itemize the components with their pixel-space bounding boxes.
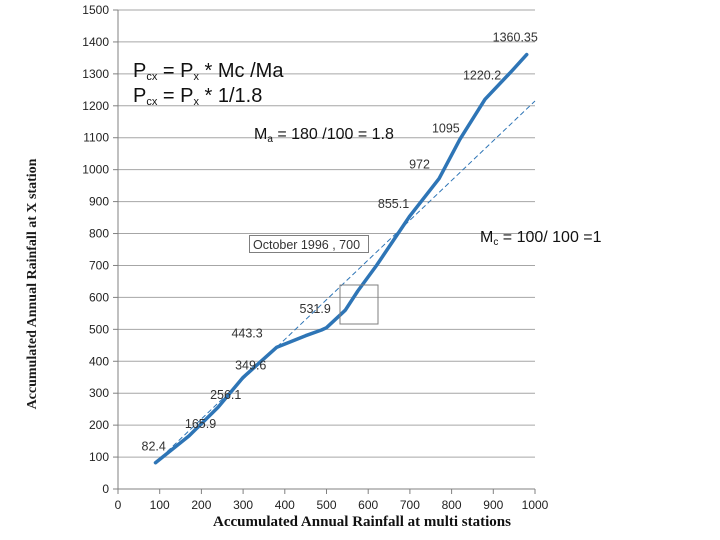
data-label: 256.1	[210, 388, 241, 402]
x-tick-label: 900	[483, 498, 503, 512]
y-tick-label: 1100	[83, 131, 109, 145]
y-tick-label: 1200	[82, 99, 109, 113]
data-label: 1095	[432, 121, 460, 135]
x-tick-label: 400	[275, 498, 295, 512]
data-label: 443.3	[231, 326, 262, 340]
y-tick-label: 1300	[82, 67, 109, 81]
x-tick-labels: 0 100 200 300 400 500 600 700 800 900 1000	[115, 498, 549, 512]
reference-line	[155, 100, 536, 464]
y-tick-label: 800	[89, 227, 109, 241]
y-tick-label: 200	[89, 418, 109, 432]
axes	[113, 9, 536, 494]
y-tick-label: 100	[89, 450, 109, 464]
data-label: 855.1	[378, 197, 409, 211]
y-tick-label: 900	[89, 195, 109, 209]
x-tick-label: 300	[233, 498, 253, 512]
x-axis-label: Accumulated Annual Rainfall at multi sta…	[213, 514, 511, 530]
x-tick-label: 200	[191, 498, 211, 512]
data-label: 972	[409, 158, 430, 172]
y-tick-label: 1400	[82, 35, 109, 49]
x-tick-label: 500	[316, 498, 336, 512]
y-tick-label: 600	[89, 290, 109, 304]
formula-line-1: Pcx = Px * Mc /Ma	[133, 60, 284, 83]
x-tick-label: 800	[442, 498, 462, 512]
x-tick-label: 1000	[522, 498, 549, 512]
data-labels: 82.4 165.9 256.1 349.6 443.3 531.9 855.1 972 109…	[142, 31, 538, 454]
y-tick-label: 1000	[82, 163, 109, 177]
data-label: 82.4	[142, 440, 166, 454]
data-label: 349.6	[235, 358, 266, 372]
y-axis-label: Accumulated Annual Rainfall at X station	[25, 158, 40, 410]
y-tick-label: 0	[102, 482, 109, 496]
note-marker-box	[339, 284, 379, 325]
formula-ma: Ma = 180 /100 = 1.8	[254, 126, 394, 145]
x-tick-label: 700	[400, 498, 420, 512]
series-line	[153, 52, 529, 465]
y-tick-label: 1500	[82, 3, 109, 17]
x-tick-label: 100	[150, 498, 170, 512]
reference-line-group	[155, 100, 536, 464]
x-tick-label: 0	[115, 498, 122, 512]
y-tick-label: 700	[89, 258, 109, 272]
y-tick-labels: 0 100 200 300 400 500 600 700 800 900 1000 1100 1200…	[82, 3, 109, 496]
y-tick-label: 300	[89, 386, 109, 400]
data-label: 1360.35	[493, 31, 538, 45]
y-tick-label: 500	[89, 322, 109, 336]
x-tick-label: 600	[358, 498, 378, 512]
series-group	[153, 52, 529, 465]
data-label: 1220.2	[463, 68, 501, 82]
data-label: 165.9	[185, 417, 216, 431]
formula-line-2: Pcx = Px * 1/1.8	[133, 85, 263, 108]
data-label: 531.9	[300, 302, 331, 316]
formula-mc: Mc = 100/ 100 =1	[480, 229, 602, 248]
note-box: October 1996 , 700	[249, 235, 369, 253]
y-tick-label: 400	[89, 354, 109, 368]
